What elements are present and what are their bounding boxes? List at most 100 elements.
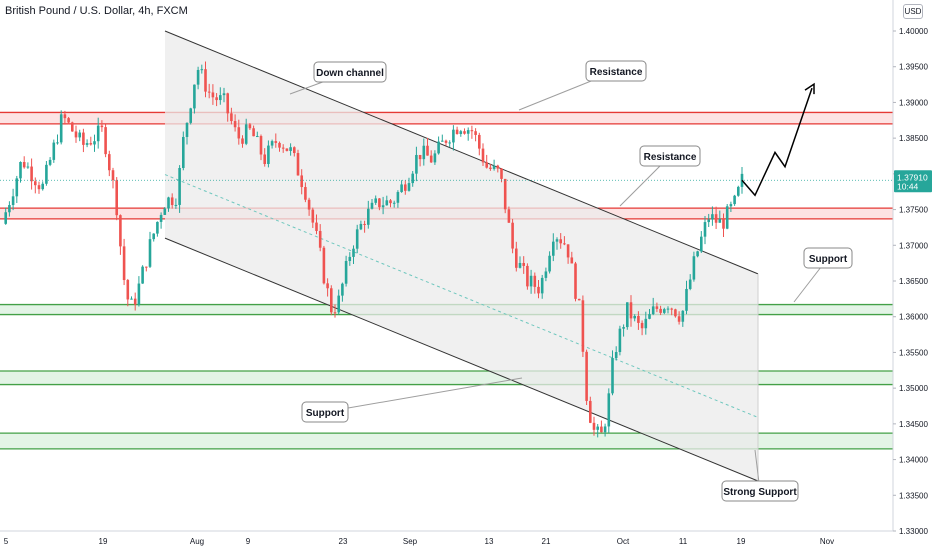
channel-lower-line	[164, 237, 759, 482]
candle-body	[267, 145, 270, 164]
candle-body	[507, 209, 511, 223]
candle-body	[518, 262, 522, 268]
callout-box	[721, 480, 799, 502]
candle-body	[670, 308, 673, 310]
candle-body	[156, 221, 159, 234]
candle-body	[59, 114, 63, 143]
candle-body	[459, 131, 463, 134]
candle-body	[396, 192, 400, 203]
candle-body	[167, 197, 170, 209]
candle-body	[359, 223, 363, 230]
y-tick-label: 1.35000	[899, 384, 928, 393]
candle-body	[444, 140, 448, 143]
candle-body	[111, 170, 115, 181]
candle-body	[707, 219, 710, 223]
candle-body	[170, 197, 174, 206]
candle-body	[700, 236, 703, 252]
y-tick-label: 1.40000	[899, 27, 928, 36]
candle-body	[500, 168, 503, 179]
candle-body	[185, 122, 189, 137]
candle-body	[663, 309, 666, 313]
x-tick-label: 21	[542, 537, 551, 546]
candle-body	[74, 131, 78, 138]
candle-body	[119, 215, 122, 247]
candle-body	[263, 154, 266, 164]
candle-body	[429, 155, 433, 163]
candle-body	[281, 147, 285, 149]
candle-body	[566, 244, 570, 258]
candle-body	[529, 275, 533, 287]
candle-body	[174, 204, 178, 206]
callout-strong-support[interactable]: Strong Support	[721, 449, 799, 502]
candle-body	[45, 164, 48, 184]
candle-body	[418, 154, 422, 160]
candle-body	[148, 239, 152, 267]
candle-body	[633, 315, 636, 319]
callout-down-channel[interactable]: Down channel	[289, 61, 387, 95]
candle-body	[211, 92, 215, 98]
candle-body	[611, 358, 614, 394]
candle-body	[93, 141, 96, 145]
y-tick-label: 1.37500	[899, 206, 928, 215]
candle-body	[729, 204, 733, 207]
callout-box	[313, 61, 387, 83]
candle-body	[8, 205, 11, 213]
candle-body	[485, 162, 488, 168]
candle-body	[4, 212, 7, 224]
callout-support-1[interactable]: Support	[793, 247, 853, 303]
candle-body	[581, 300, 585, 352]
candle-body	[256, 136, 259, 138]
candle-body	[315, 222, 318, 231]
currency-badge[interactable]: USD	[903, 4, 923, 19]
candle-body	[681, 310, 685, 322]
candle-body	[489, 167, 492, 169]
candle-body	[378, 198, 381, 208]
x-tick-label: Aug	[190, 537, 204, 546]
x-tick-label: Nov	[820, 537, 834, 546]
channel-layer	[164, 30, 759, 482]
candle-body	[466, 130, 470, 134]
candle-body	[230, 113, 233, 122]
candle-body	[100, 125, 104, 128]
callout-label: Support	[809, 254, 848, 265]
candle-body	[322, 247, 326, 284]
callout-resistance-1[interactable]: Resistance	[518, 60, 647, 111]
candle-body	[370, 202, 374, 209]
candle-body	[130, 298, 133, 300]
channel-upper-line	[164, 30, 759, 275]
candle-body	[463, 131, 466, 134]
candle-body	[219, 95, 222, 101]
candle-body	[644, 318, 648, 329]
candle-body	[278, 142, 281, 148]
y-tick-label: 1.35500	[899, 348, 928, 357]
candle-body	[207, 91, 211, 93]
candle-body	[433, 153, 437, 163]
candle-body	[711, 214, 714, 220]
candle-body	[200, 69, 204, 71]
resistance-zone	[0, 112, 893, 124]
candle-body	[30, 166, 33, 182]
candle-body	[492, 165, 496, 169]
candle-body	[196, 69, 200, 85]
price-tag-countdown: 10:44	[897, 181, 919, 191]
x-tick-label: 19	[99, 537, 108, 546]
x-tick-label: Sep	[403, 537, 418, 546]
candle-body	[96, 125, 100, 142]
candle-body	[115, 180, 118, 216]
candle-body	[441, 140, 444, 142]
candle-body	[248, 124, 252, 129]
candle-body	[426, 145, 429, 156]
support-zone	[0, 433, 893, 449]
candle-body	[677, 316, 681, 322]
candle-body	[11, 196, 15, 206]
candle-body	[311, 209, 315, 223]
x-tick-label: 13	[485, 537, 494, 546]
candle-body	[585, 351, 588, 401]
candle-body	[337, 295, 340, 313]
candle-body	[126, 280, 130, 300]
callout-resistance-2[interactable]: Resistance	[619, 145, 701, 207]
callout-support-2[interactable]: Support	[301, 377, 523, 423]
callout-label: Resistance	[590, 67, 643, 78]
